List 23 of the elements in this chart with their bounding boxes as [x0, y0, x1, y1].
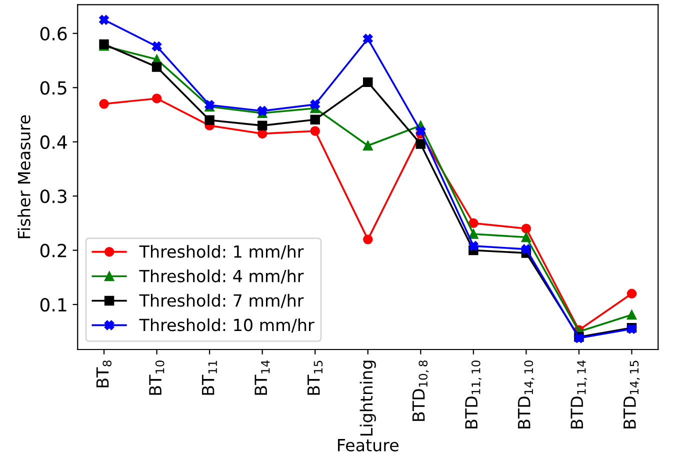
x-tick-label: BT$_{14}$	[254, 360, 270, 395]
x-tick-label: BT$_{11}$	[202, 360, 217, 395]
legend-label: Threshold: 1 mm/hr	[139, 244, 304, 260]
x-tick-label: BTD$_{10,8}$	[412, 360, 429, 421]
y-tick-label: 0.3	[40, 190, 66, 204]
x-tick-label: BTD$_{14,10}$	[518, 360, 534, 428]
legend-label: Threshold: 4 mm/hr	[139, 269, 304, 284]
y-tick-label: 0.2	[40, 244, 66, 258]
x-tick-label: BTD$_{11,14}$	[570, 360, 588, 428]
x-tick-label: Lightning	[360, 360, 376, 436]
x-tick-label: BTD$_{11,10}$	[465, 360, 482, 428]
y-tick-label: 0.1	[40, 298, 66, 312]
y-tick-label: 0.6	[40, 26, 67, 41]
x-tick-label: BT$_{10}$	[149, 360, 164, 395]
x-tick-label: BTD$_{14,15}$	[624, 360, 640, 428]
x-tick-label: BT$_{8}$	[96, 360, 112, 388]
y-axis-title: Fisher Measure	[18, 115, 30, 238]
x-tick-label: BT$_{15}$	[308, 360, 323, 395]
legend-label: Threshold: 10 mm/hr	[139, 318, 314, 333]
y-tick-label: 0.5	[40, 81, 66, 95]
legend-label: Threshold: 7 mm/hr	[139, 294, 304, 308]
y-tick-label: 0.4	[40, 135, 67, 149]
x-axis-title: Feature	[338, 439, 398, 452]
